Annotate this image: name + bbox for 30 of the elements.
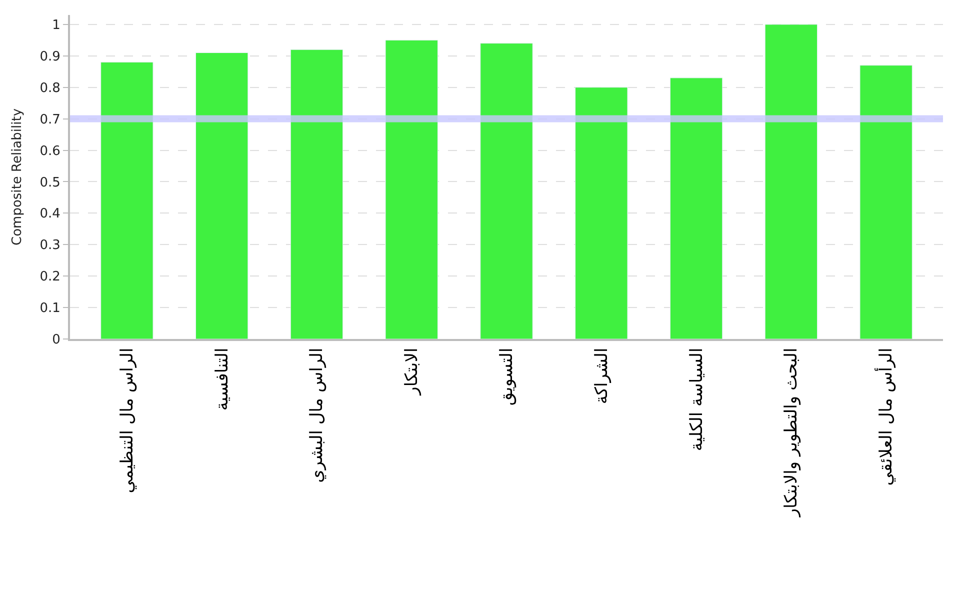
y-tick-label: 0.1	[40, 301, 60, 316]
x-tick-label: الشراكة	[592, 348, 612, 404]
y-tick-label: 0.6	[40, 144, 60, 159]
x-tick-label: البحث والتطوير والابتكار	[782, 348, 802, 518]
y-tick-label: 0.9	[40, 49, 60, 64]
y-tick-label: 0.8	[40, 80, 60, 96]
y-tick-label: 0	[52, 332, 60, 348]
bar	[575, 87, 628, 339]
x-tick-label: التسويق	[497, 348, 518, 406]
bar	[195, 52, 248, 339]
bar	[670, 78, 723, 339]
x-tick-label: الابتكار	[402, 348, 422, 396]
bar	[385, 40, 438, 339]
x-tick-label: الراس مال التنظيمي	[117, 348, 138, 494]
y-tick-label: 0.7	[40, 112, 60, 128]
bar	[480, 43, 533, 339]
y-tick-label: 0.5	[40, 175, 60, 190]
bar	[764, 24, 818, 339]
y-tick-label: 0.2	[40, 270, 60, 285]
x-tick-label: الرأس مال العلائقي	[874, 348, 897, 486]
bar	[860, 65, 912, 339]
y-tick-label: 1	[52, 18, 60, 33]
y-tick-label: 0.3	[40, 238, 60, 254]
bar	[100, 62, 154, 339]
x-tick-label: السياسة الكلية	[686, 348, 707, 452]
x-tick-label: الراس مال البشري	[307, 348, 328, 483]
bar	[290, 49, 344, 339]
x-tick-label: التنافسية	[212, 348, 232, 411]
y-axis-title: Composite Reliability	[10, 108, 26, 246]
y-tick-label: 0.4	[40, 206, 60, 222]
